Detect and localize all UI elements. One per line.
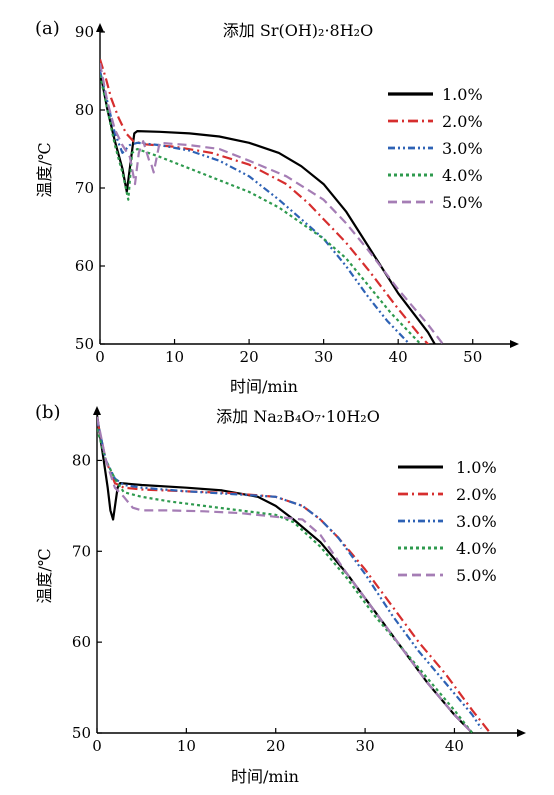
legend-label: 2.0% [442, 112, 483, 131]
y-tick-label: 90 [75, 23, 94, 41]
series-line-5 [97, 416, 474, 733]
panel-label: (b) [35, 402, 61, 423]
y-tick-label: 70 [72, 542, 91, 560]
plot-area [100, 58, 444, 344]
x-axis-arrow [510, 340, 519, 348]
y-axis-arrow [96, 23, 104, 32]
x-axis-arrow [517, 729, 526, 737]
legend-label: 3.0% [456, 512, 497, 531]
series-line-3 [100, 70, 411, 344]
series-line-4 [97, 428, 474, 733]
x-axis-title: 时间/min [231, 767, 299, 786]
y-axis-title: 温度/℃ [35, 548, 54, 603]
x-tick-label: 10 [177, 737, 196, 755]
y-tick-label: 60 [75, 257, 94, 275]
x-tick-label: 10 [165, 348, 184, 366]
series-line-2 [100, 58, 430, 344]
x-tick-label: 20 [240, 348, 259, 366]
legend-label: 2.0% [456, 485, 497, 504]
panel-label: (a) [35, 18, 60, 39]
x-axis-title: 时间/min [230, 377, 298, 396]
y-axis-title: 温度/℃ [35, 142, 54, 197]
chart-title: 添加 Sr(OH)₂·8H₂O [223, 21, 373, 40]
y-axis-arrow [93, 406, 101, 415]
chart-panel-b: 0 10 20 30 40 50 60 70 80 时间/min 温度/℃ (b) 添加 Na₂B₄O₇… [35, 402, 526, 786]
x-tick-label: 30 [314, 348, 333, 366]
legend-label: 4.0% [442, 166, 483, 185]
x-tick-label: 0 [92, 737, 102, 755]
legend-label: 4.0% [456, 539, 497, 558]
plot-area [97, 415, 492, 733]
legend-label: 3.0% [442, 139, 483, 158]
legend: 1.0% 2.0% 3.0% 4.0% 5.0% [398, 458, 497, 585]
chart-panel-a: 0 10 20 30 40 50 50 60 70 80 90 时间/min 温度/℃ (a) 添加 Sr(… [35, 18, 519, 396]
x-tick-label: 50 [463, 348, 482, 366]
series-line-1 [100, 70, 436, 344]
chart-title: 添加 Na₂B₄O₇·10H₂O [216, 407, 380, 426]
legend-label: 1.0% [456, 458, 497, 477]
y-tick-label: 80 [72, 451, 91, 469]
y-tick-label: 70 [75, 179, 94, 197]
y-tick-label: 60 [72, 633, 91, 651]
legend-label: 5.0% [456, 566, 497, 585]
y-tick-label: 50 [75, 335, 94, 353]
x-tick-label: 40 [389, 348, 408, 366]
x-tick-label: 40 [445, 737, 464, 755]
legend-label: 1.0% [442, 85, 483, 104]
series-line-5 [100, 62, 444, 344]
x-tick-label: 20 [266, 737, 285, 755]
x-tick-label: 30 [356, 737, 375, 755]
legend: 1.0% 2.0% 3.0% 4.0% 5.0% [388, 85, 483, 212]
x-tick-label: 0 [95, 348, 105, 366]
y-tick-label: 80 [75, 101, 94, 119]
y-tick-label: 50 [72, 724, 91, 742]
legend-label: 5.0% [442, 193, 483, 212]
